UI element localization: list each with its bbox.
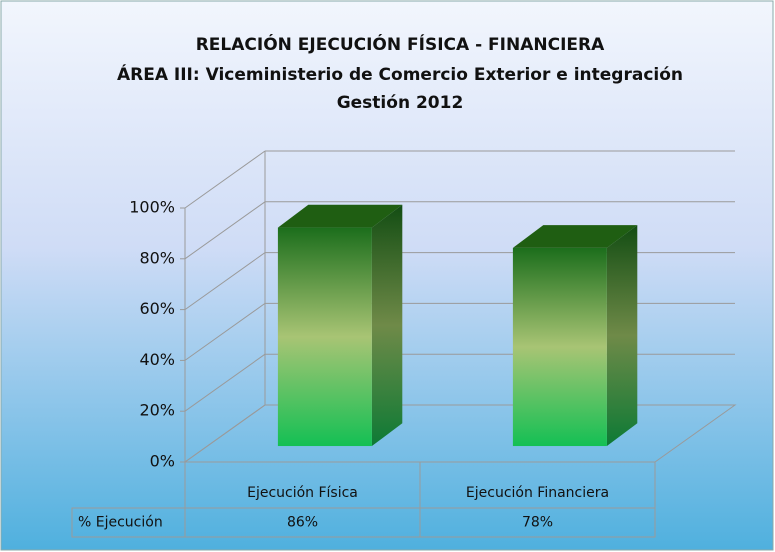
x-tick-label: Ejecución Física [247, 485, 358, 501]
y-tick-label: 0% [150, 452, 175, 471]
grid-line [184, 201, 266, 260]
bar-top [512, 225, 638, 248]
y-tick-label: 60% [139, 299, 175, 318]
y-tick-label: 80% [139, 248, 175, 267]
grid-line [184, 252, 266, 311]
chart-title: RELACIÓN EJECUCIÓN FÍSICA - FINANCIERA [196, 33, 605, 55]
bar-side [371, 204, 403, 447]
grid-line [184, 404, 266, 463]
grid-line [184, 353, 266, 412]
bar [277, 227, 372, 447]
y-tick-label: 20% [139, 401, 175, 420]
y-tick-label: 100% [129, 198, 175, 217]
chart-subtitle: Gestión 2012 [337, 93, 464, 113]
grid-line [184, 150, 266, 209]
chart-subtitle: ÁREA III: Viceministerio de Comercio Ext… [117, 63, 683, 85]
bar [512, 247, 607, 447]
table-border [71, 507, 186, 538]
legend-entry: % Ejecución [78, 515, 163, 531]
x-tick-label: Ejecución Financiera [466, 485, 609, 501]
data-label: 86% [287, 515, 318, 531]
y-tick-label: 40% [139, 350, 175, 369]
bar-side [606, 225, 638, 447]
grid-line [184, 302, 266, 361]
bar-top [277, 204, 403, 228]
data-label: 78% [522, 515, 553, 531]
